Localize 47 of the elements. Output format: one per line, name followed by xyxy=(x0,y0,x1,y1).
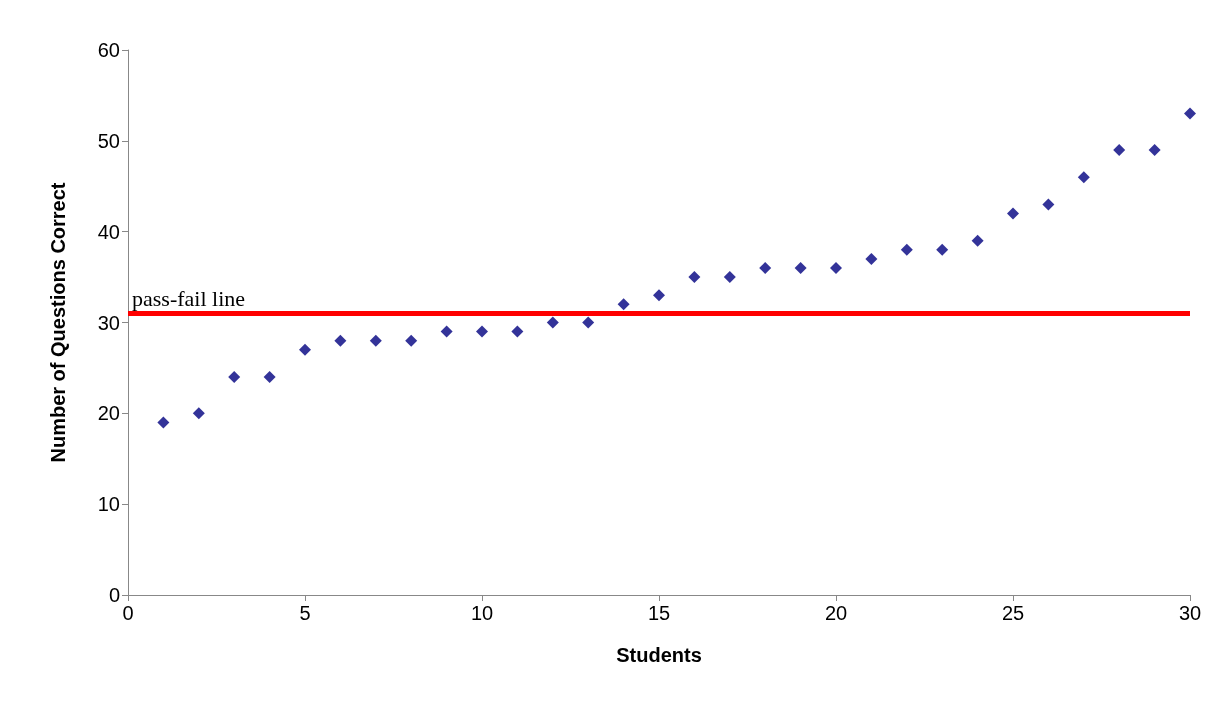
x-axis-title: Students xyxy=(616,644,702,666)
point xyxy=(263,371,276,383)
point xyxy=(865,252,878,265)
y-tick-label: 30 xyxy=(97,311,120,334)
x-tick-label: 5 xyxy=(299,602,311,624)
point xyxy=(405,334,418,347)
point xyxy=(369,334,382,347)
point xyxy=(1184,107,1196,120)
point xyxy=(334,334,347,347)
x-tick-label: 10 xyxy=(470,602,494,624)
point xyxy=(617,298,630,311)
point xyxy=(582,316,595,329)
point xyxy=(759,262,772,274)
y-tick-label: 0 xyxy=(108,584,120,606)
x-tick-label: 20 xyxy=(824,602,848,624)
x-tick-label: 0 xyxy=(122,602,134,624)
point xyxy=(1007,207,1019,220)
point xyxy=(440,325,453,338)
point xyxy=(476,325,488,338)
y-axis-title: Number of Questions Correct xyxy=(47,182,69,463)
x-tick-label: 15 xyxy=(647,602,671,624)
point xyxy=(157,416,170,429)
point xyxy=(299,343,311,356)
point xyxy=(1148,143,1161,156)
point xyxy=(723,271,736,284)
point xyxy=(546,316,559,329)
point xyxy=(653,289,665,302)
ref-line-label: pass-fail line xyxy=(132,285,246,311)
point xyxy=(688,271,701,284)
point xyxy=(511,325,524,338)
x-tick-label: 25 xyxy=(1001,602,1025,624)
y-tick-label: 50 xyxy=(97,129,120,152)
x-tick-label: 30 xyxy=(1178,602,1202,624)
point xyxy=(830,262,842,274)
y-tick-label: 60 xyxy=(97,39,120,61)
y-tick-label: 20 xyxy=(97,402,120,425)
point xyxy=(971,234,984,247)
point xyxy=(900,243,913,256)
point xyxy=(794,262,807,274)
y-tick-label: 10 xyxy=(97,493,120,516)
point xyxy=(1042,198,1055,211)
point xyxy=(1077,171,1090,184)
point xyxy=(936,243,949,256)
point xyxy=(192,407,205,420)
y-tick-label: 40 xyxy=(97,220,120,243)
point xyxy=(228,371,241,383)
point xyxy=(1113,143,1126,156)
